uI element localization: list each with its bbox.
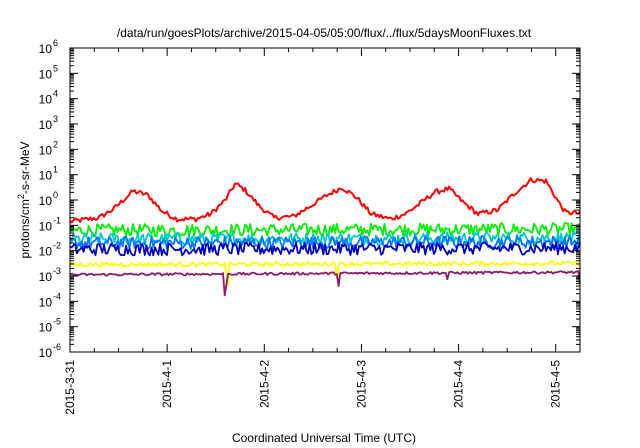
x-tick-label: 2015-3-31 [63,360,77,415]
axes-layer: 10 -610 -510 -410 -310 -210 -110 010 110 210 310 41… [39,38,581,415]
x-tick-label: 2015-4-5 [549,360,563,408]
y-tick-label: 10 [39,245,53,259]
y-tick-label: 10 [39,118,53,132]
series-line-5 [69,241,581,257]
y-tick-exponent: 2 [53,139,58,149]
series-line-1 [69,177,581,224]
y-tick-exponent: 5 [53,63,58,73]
y-tick-exponent: -4 [53,291,61,301]
x-tick-label: 2015-4-3 [354,360,368,408]
y-tick-exponent: 4 [53,89,58,99]
series-line-2 [69,222,581,238]
y-tick-exponent: -2 [53,241,61,251]
y-tick-label: 10 [39,295,53,309]
y-axis-label: protons/cm2-s-sr-MeV [16,141,32,258]
y-tick-label: 10 [39,321,53,335]
y-tick-label: 10 [39,194,53,208]
series-layer [69,177,581,297]
y-tick-exponent: 6 [53,38,58,48]
plot-frame [69,47,581,353]
x-tick-label: 2015-4-1 [160,360,174,408]
y-tick-label: 10 [39,93,53,107]
y-tick-exponent: -6 [53,342,61,352]
y-tick-exponent: -3 [53,266,61,276]
series-line-6 [69,260,581,287]
y-tick-exponent: -5 [53,317,61,327]
y-tick-label: 10 [39,169,53,183]
x-tick-label: 2015-4-2 [257,360,271,408]
y-tick-label: 10 [39,143,53,157]
y-tick-label: 10 [39,346,53,360]
y-tick-label: 10 [39,42,53,56]
x-axis-label: Coordinated Universal Time (UTC) [232,431,416,445]
y-tick-label: 10 [39,270,53,284]
y-tick-exponent: -1 [53,215,61,225]
y-tick-exponent: 0 [53,190,58,200]
series-line-7 [69,270,581,297]
y-tick-exponent: 3 [53,114,58,124]
y-tick-label: 10 [39,67,53,81]
y-tick-exponent: 1 [53,165,58,175]
chart-title: /data/run/goesPlots/archive/2015-04-05/0… [117,26,532,40]
x-tick-label: 2015-4-4 [452,360,466,408]
y-tick-label: 10 [39,219,53,233]
series-line-3 [69,230,581,247]
